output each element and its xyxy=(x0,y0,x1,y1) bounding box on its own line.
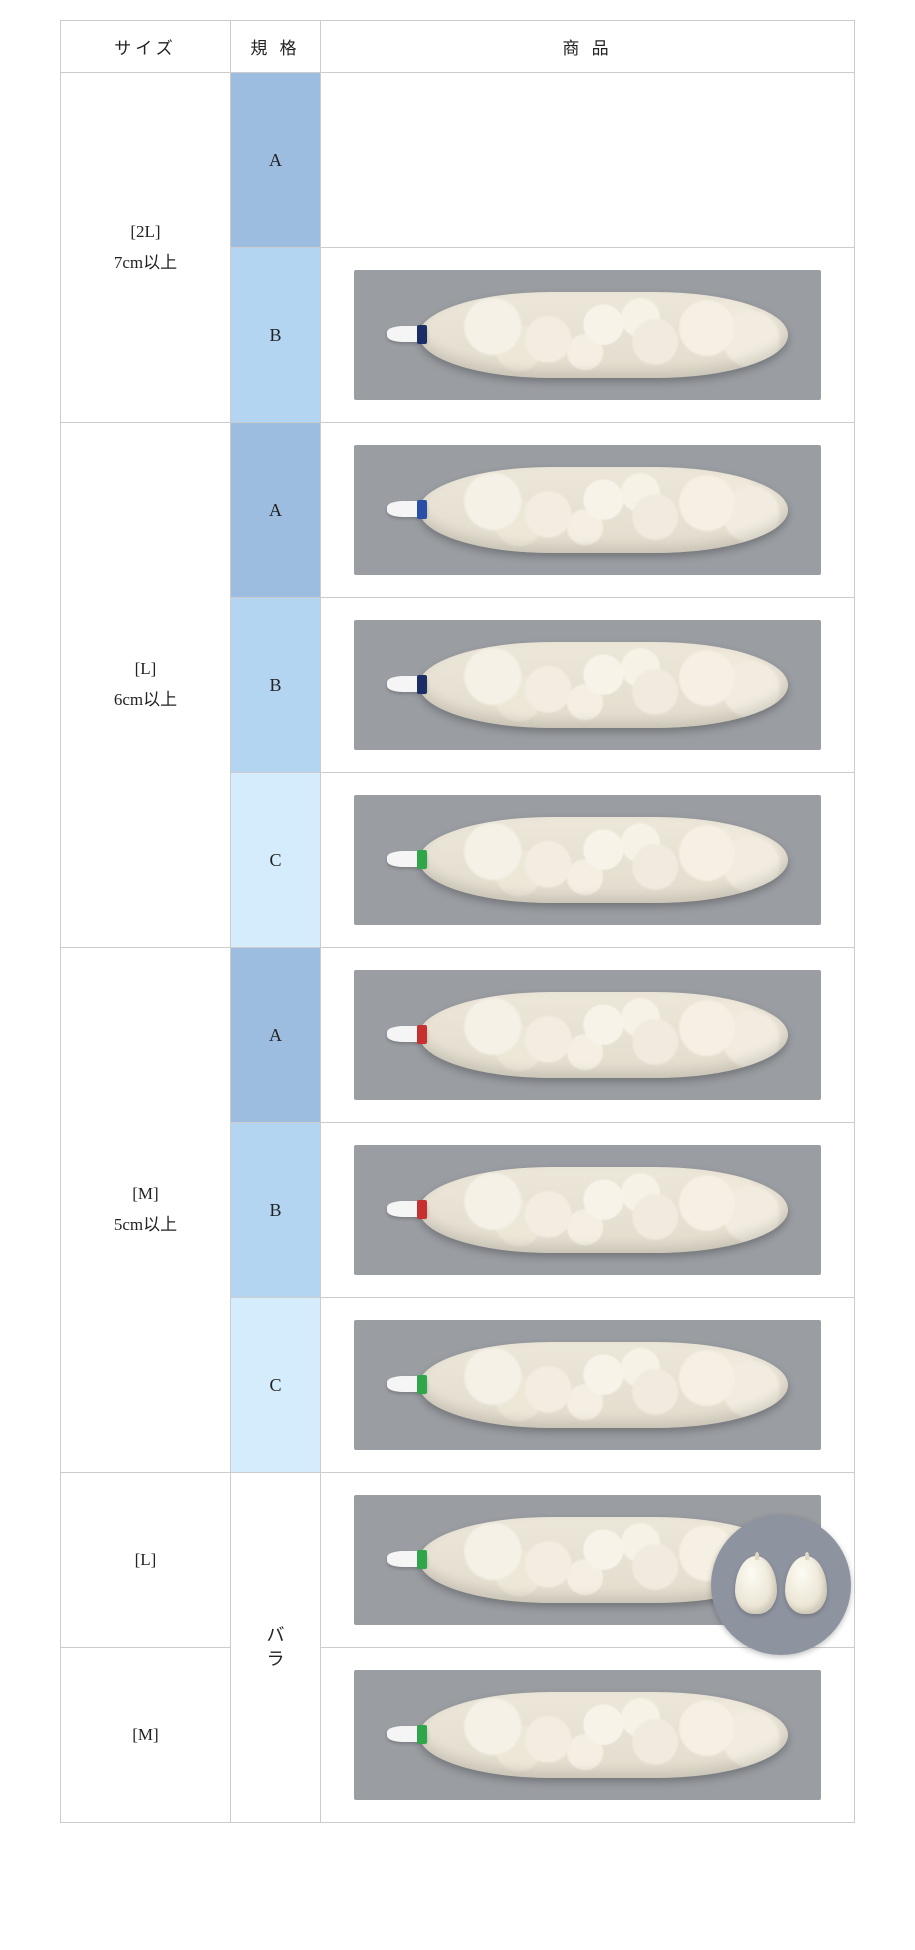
product-cell xyxy=(321,1298,855,1473)
table-row: [M] xyxy=(61,1648,855,1823)
garlic-bag-icon xyxy=(387,642,789,728)
size-cell: [2L] 7cm以上 xyxy=(61,73,231,423)
garlic-bag-icon xyxy=(387,1167,789,1253)
product-photo xyxy=(354,1495,821,1625)
header-spec: 規 格 xyxy=(231,21,321,73)
garlic-bag-icon xyxy=(387,1342,789,1428)
header-row: サイズ 規 格 商 品 xyxy=(61,21,855,73)
table-row: [M] 5cm以上 A xyxy=(61,948,855,1123)
clove-inset-circle xyxy=(711,1515,851,1655)
product-cell xyxy=(321,1648,855,1823)
size-range: 7cm以上 xyxy=(114,253,177,272)
size-range: 5cm以上 xyxy=(114,1215,177,1234)
product-size-table: サイズ 規 格 商 品 [2L] 7cm以上 AB [L] 6cm以上 A B xyxy=(60,20,855,1823)
grade-cell-bulk: バラ xyxy=(231,1473,321,1823)
product-cell xyxy=(321,598,855,773)
garlic-bag-icon xyxy=(387,1692,789,1778)
grade-cell: B xyxy=(231,1123,321,1298)
product-cell xyxy=(321,948,855,1123)
product-cell xyxy=(321,1123,855,1298)
size-code: [2L] xyxy=(130,222,160,241)
product-photo xyxy=(354,1320,821,1450)
product-photo xyxy=(354,1670,821,1800)
product-photo xyxy=(354,270,821,400)
grade-cell: B xyxy=(231,598,321,773)
grade-cell: A xyxy=(231,73,321,248)
size-cell: [M] 5cm以上 xyxy=(61,948,231,1473)
table-row: [L] 6cm以上 A xyxy=(61,423,855,598)
product-table-container: サイズ 規 格 商 品 [2L] 7cm以上 AB [L] 6cm以上 A B xyxy=(60,20,855,1823)
header-size: サイズ xyxy=(61,21,231,73)
product-cell xyxy=(321,248,855,423)
grade-cell: A xyxy=(231,948,321,1123)
product-photo xyxy=(354,970,821,1100)
grade-cell: C xyxy=(231,773,321,948)
table-row: [L] バラ xyxy=(61,1473,855,1648)
garlic-bag-icon xyxy=(387,292,789,378)
grade-cell: C xyxy=(231,1298,321,1473)
product-photo xyxy=(354,1145,821,1275)
product-photo xyxy=(354,620,821,750)
size-cell: [L] xyxy=(61,1473,231,1648)
garlic-clove-icon xyxy=(735,1556,777,1614)
garlic-bag-icon xyxy=(387,992,789,1078)
product-photo xyxy=(354,795,821,925)
header-product: 商 品 xyxy=(321,21,855,73)
product-cell xyxy=(321,1473,855,1648)
size-code: [L] xyxy=(135,659,157,678)
size-cell: [M] xyxy=(61,1648,231,1823)
size-cell: [L] 6cm以上 xyxy=(61,423,231,948)
grade-cell: A xyxy=(231,423,321,598)
product-cell xyxy=(321,73,855,248)
size-range: 6cm以上 xyxy=(114,690,177,709)
garlic-bag-icon xyxy=(387,817,789,903)
product-cell xyxy=(321,773,855,948)
size-code: [M] xyxy=(132,1184,158,1203)
product-cell xyxy=(321,423,855,598)
garlic-clove-icon xyxy=(785,1556,827,1614)
grade-cell: B xyxy=(231,248,321,423)
table-row: [2L] 7cm以上 A xyxy=(61,73,855,248)
product-photo xyxy=(354,445,821,575)
garlic-bag-icon xyxy=(387,467,789,553)
